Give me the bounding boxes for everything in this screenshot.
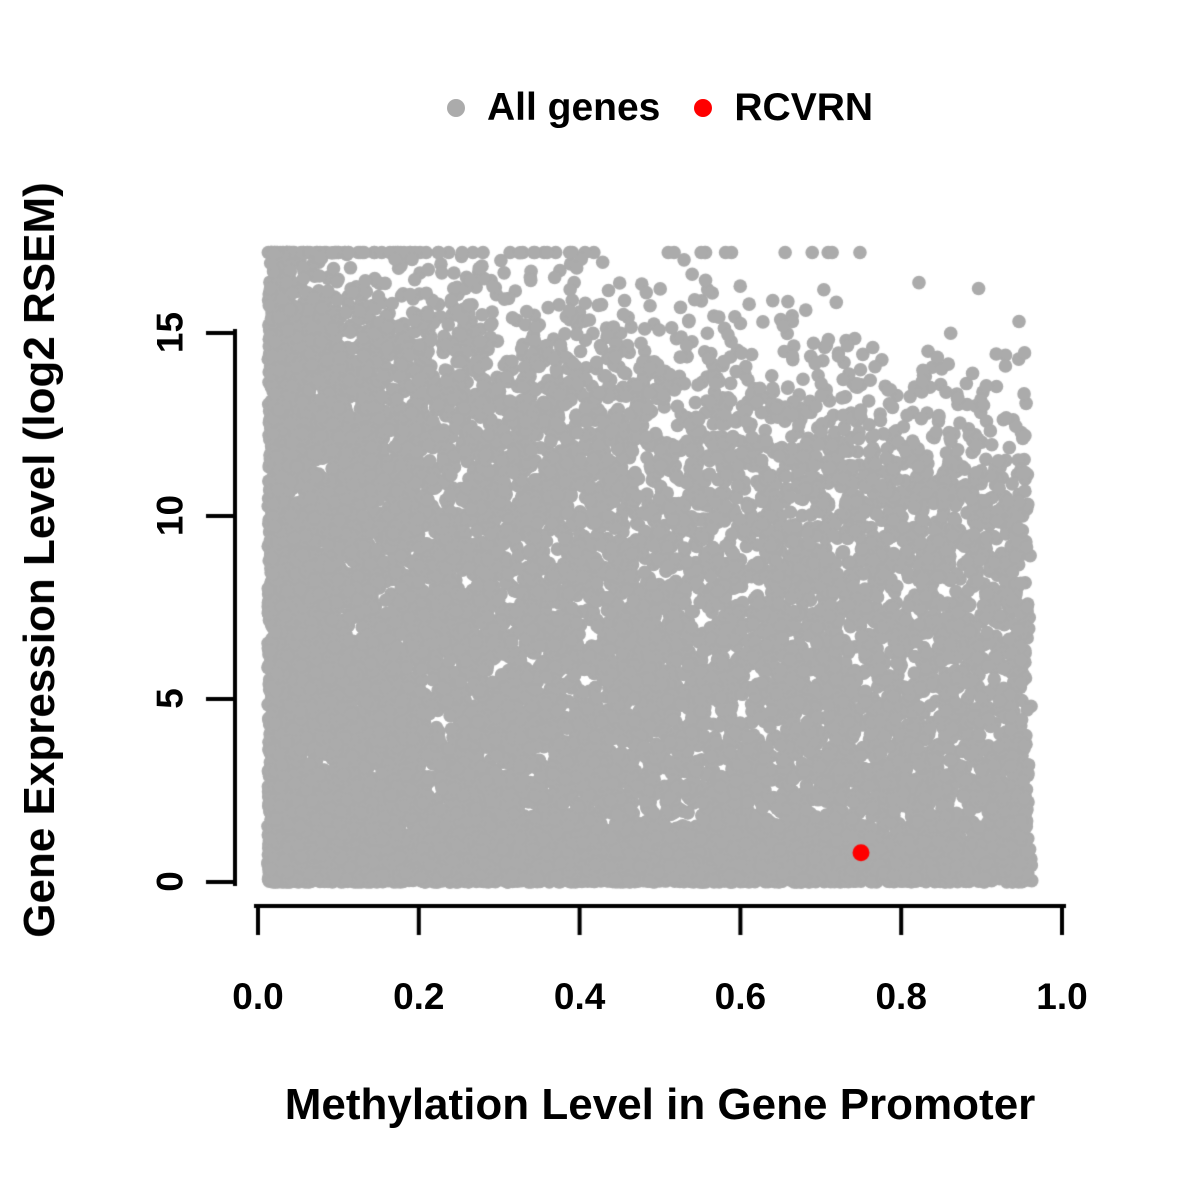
x-tick-label-0.2: 0.2	[393, 976, 445, 1017]
y-tick-label-0: 0	[149, 871, 191, 892]
x-tick-label-0.0: 0.0	[232, 976, 284, 1017]
x-tick-label-0.8: 0.8	[875, 976, 927, 1017]
y-axis-title: Gene Expression Level (log2 RSEM)	[15, 182, 64, 938]
legend-entry-rcvrn: RCVRN	[694, 88, 873, 127]
rcvrn-dot-icon	[694, 98, 713, 117]
y-tick-label-10: 10	[149, 494, 191, 537]
y-tick-label-5: 5	[149, 688, 191, 709]
legend-label-rcvrn: RCVRN	[734, 86, 874, 129]
x-axis-title: Methylation Level in Gene Promoter	[284, 1080, 1036, 1129]
legend: All genes RCVRN	[258, 88, 1062, 127]
x-tick-label-0.6: 0.6	[714, 976, 767, 1017]
all-genes-dot-icon	[446, 98, 465, 117]
legend-entry-all-genes: All genes	[446, 86, 661, 129]
x-tick-label-1.0: 1.0	[1036, 976, 1088, 1017]
x-tick-label-0.4: 0.4	[553, 976, 606, 1017]
legend-label-all-genes: All genes	[486, 86, 661, 129]
y-tick-label-15: 15	[149, 311, 191, 354]
